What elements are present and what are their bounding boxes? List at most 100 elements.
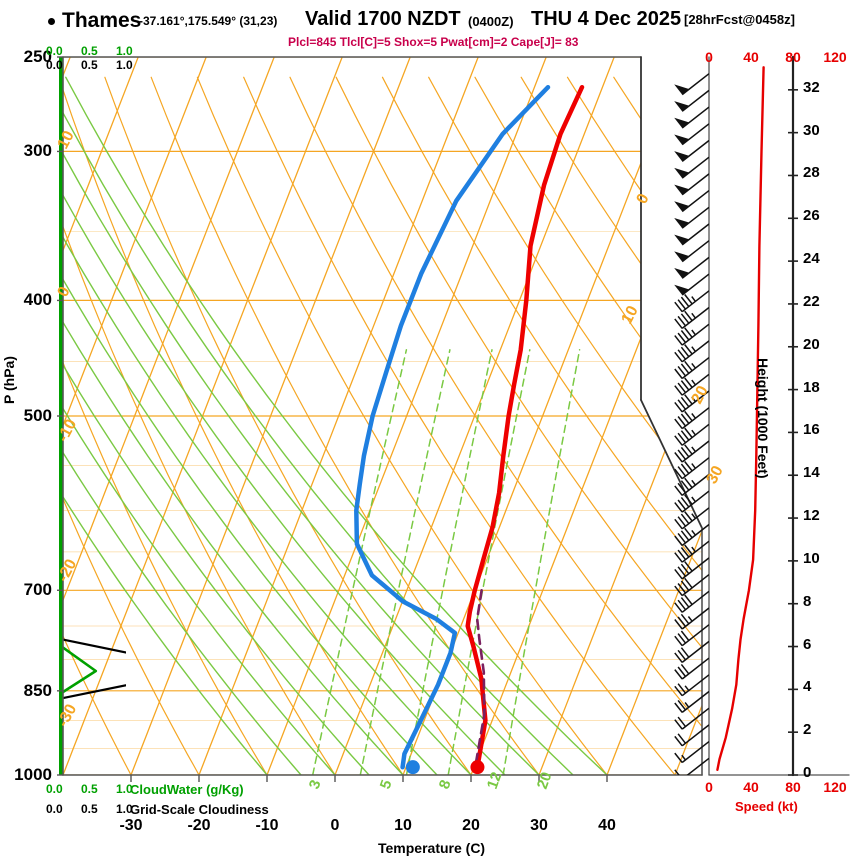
height-tick-24: 24 [803,250,820,268]
isotherm-label: 0 [634,191,653,207]
cloudiness-scale-top-1: 0.5 [81,58,98,72]
wind-barb [674,657,709,680]
wind-barb [674,106,709,129]
temperature-tick--10: -10 [255,817,279,834]
isotherm-label: 20 [689,383,712,407]
isotherm-label: 0 [55,284,74,300]
pressure-tick-1000: 1000 [14,765,52,784]
wind-barb [674,690,709,713]
height-tick-8: 8 [803,592,812,610]
cloudwater-scale-bottom-1: 0.5 [81,782,98,796]
speed-tick-bottom-80: 80 [785,779,801,795]
wind-barb [674,523,709,547]
inline-chart-labels: 3 5 8 12 20 10 0 -10 -20 -30 0 10 20 30 [55,128,727,791]
height-tick-30: 30 [803,121,820,139]
speed-tick-bottom-120: 120 [823,779,847,795]
temperature-tick-10: 10 [394,817,412,834]
cloudiness-scale-top-2: 1.0 [116,58,133,72]
wind-barb [674,139,709,162]
mixing-ratio-lines [63,76,608,775]
cloudiness-axis-label: Grid-Scale Cloudiness [130,802,269,817]
cloudwater-axis-label: CloudWater (g/Kg) [130,782,244,797]
temperature-tick--30: -30 [119,817,143,834]
wind-speed-profile [716,66,765,771]
isotherm-label: 10 [619,303,642,327]
height-tick-22: 22 [803,292,820,310]
wind-barb [674,357,709,380]
height-axis-label: Height (1000 Feet) [755,358,771,479]
station-name: Thames [62,9,142,32]
plot-frame [57,55,850,782]
wind-barb [674,323,709,346]
wind-barb [674,607,709,630]
mixing-ratio-label: 8 [436,778,455,792]
wind-barb-column [674,73,709,775]
cloudiness-scale-bottom-1: 0.5 [81,802,98,816]
wind-barb [674,206,709,229]
wind-barb [674,256,709,279]
wind-barb [674,624,709,647]
valid-time: Valid 1700 NZDT [305,8,461,30]
wind-barb [674,490,709,513]
wind-barb [674,674,709,697]
cloudwater-scale-top-1: 0.5 [81,44,98,58]
wind-barb [674,340,709,363]
wind-barb [674,290,709,313]
height-tick-4: 4 [803,678,812,696]
height-tick-20: 20 [803,335,820,353]
wind-barb [674,390,709,413]
cloudiness-scale-bottom-0: 0.0 [46,802,63,816]
wind-barb [674,123,709,146]
wind-barb [674,724,709,747]
speed-tick-top-40: 40 [743,49,759,65]
pressure-tick-400: 400 [23,290,52,310]
wind-barb [674,540,709,563]
mixing-ratio-label: 20 [534,770,556,791]
valid-time-utc: (0400Z) [468,14,514,29]
valid-date: THU 4 Dec 2025 [531,8,682,30]
cloudwater-scale-bottom-2: 1.0 [116,782,133,796]
cloudwater-scale-bottom-0: 0.0 [46,782,63,796]
isotherm-label: -30 [55,701,81,729]
forecast-stamp: [28hrFcst@0458z] [684,12,795,27]
pressure-tick-250: 250 [23,47,52,66]
temperature-tick--20: -20 [187,817,211,834]
station-coordinates: -37.161°,175.549° (31,23) [139,14,278,28]
cloudiness-scale-bottom-2: 1.0 [116,802,133,816]
wind-barb [674,240,709,263]
speed-axis-label: Speed (kt) [735,799,798,814]
wind-barb [674,423,709,446]
pressure-tick-700: 700 [23,580,52,600]
wind-barb [674,640,709,663]
wind-barb [674,373,709,396]
temperature-tick-30: 30 [530,817,548,834]
wind-barb [674,507,709,530]
wind-barb [674,574,709,597]
height-tick-12: 12 [803,507,820,525]
isotherm-label: 10 [55,128,78,152]
wind-barb [674,223,709,246]
surface-temperature [470,760,485,775]
wind-barb [674,156,709,179]
cloudwater-scale-top-2: 1.0 [116,44,133,58]
height-tick-18: 18 [803,378,820,396]
mixing-ratio-label: 5 [377,778,396,792]
isotherm-label: 30 [704,463,727,487]
cloudwater-scale-top-0: 0.0 [46,44,63,58]
grid-lines [63,57,702,775]
pressure-axis-label: P (hPa) [1,356,17,404]
stability-indices: Plcl=845 Tlcl[C]=5 Shox=5 Pwat[cm]=2 Cap… [288,35,579,49]
wind-barb [674,440,709,463]
wind-barb [674,306,709,329]
wind-barb [674,757,709,775]
height-tick-26: 26 [803,207,820,225]
wind-barb [674,590,709,613]
wind-barb [674,273,709,296]
station-dot-icon [48,18,55,25]
pressure-tick-850: 850 [23,680,52,700]
wind-barb [674,407,709,430]
wind-barb [674,457,709,480]
height-tick-32: 32 [803,78,820,96]
mixing-ratio-label: 3 [306,778,325,792]
